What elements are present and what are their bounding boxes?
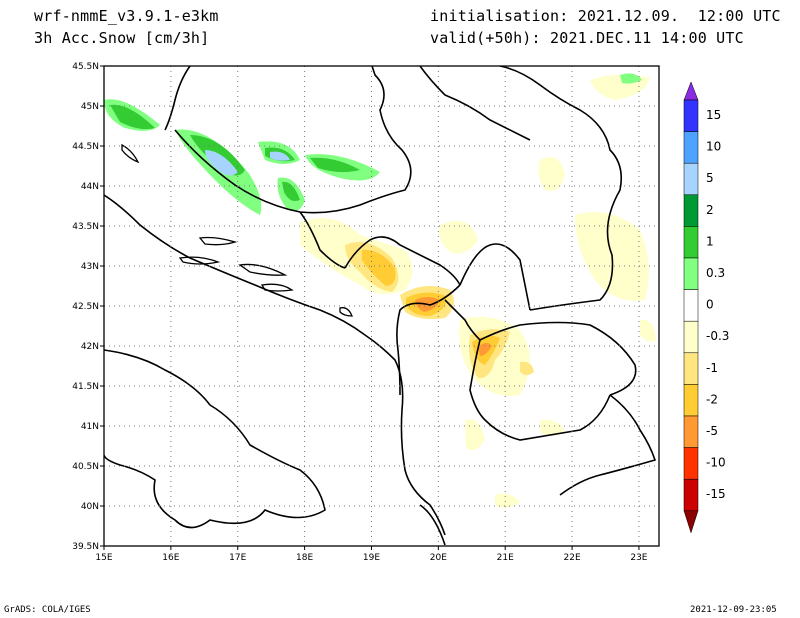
- lon-label: 21E: [497, 553, 514, 563]
- lat-label: 42N: [81, 342, 99, 352]
- coastlines-borders: [104, 66, 657, 546]
- colorbar: 15 10 5 2 1 0.3 0 -0.3 -1 -2 -5 -10 -15: [683, 81, 729, 534]
- lon-label: 19E: [363, 553, 380, 563]
- field-name: 3h Acc.Snow [cm/3h]: [34, 29, 210, 47]
- colorbar-swatch: [683, 352, 699, 385]
- colorbar-label: 5: [706, 171, 714, 185]
- islands: [121, 143, 353, 317]
- colorbar-bottom-arrow: [683, 510, 699, 534]
- footer-left: GrADS: COLA/IGES: [4, 605, 91, 615]
- lat-label: 40.5N: [72, 462, 99, 472]
- colorbar-swatch: [683, 99, 699, 132]
- lat-label: 43N: [81, 262, 99, 272]
- colorbar-label: 10: [706, 140, 721, 154]
- colorbar-label: -2: [706, 392, 718, 406]
- valid-time: valid(+50h): 2021.DEC.11 14:00 UTC: [430, 29, 744, 47]
- lon-label: 22E: [564, 553, 581, 563]
- colorbar-top-arrow: [683, 81, 699, 101]
- colorbar-swatch: [683, 320, 699, 354]
- lat-label: 42.5N: [72, 302, 99, 312]
- field-layer: [104, 66, 657, 546]
- colorbar-swatch: [683, 257, 699, 290]
- lat-label: 45N: [81, 102, 99, 112]
- colorbar-label: -10: [706, 456, 726, 470]
- lat-label: 45.5N: [72, 62, 99, 72]
- colorbar-label: 0: [706, 298, 714, 312]
- colorbar-swatch: [683, 194, 699, 227]
- lat-label: 39.5N: [72, 542, 99, 552]
- positive-high-areas: [205, 150, 290, 176]
- positive-light-areas: [104, 73, 642, 215]
- lon-label: 17E: [229, 553, 246, 563]
- colorbar-label: -0.3: [706, 329, 729, 343]
- grid-lines: [104, 66, 659, 546]
- snow-light-areas: [300, 74, 656, 508]
- colorbar-label: 2: [706, 203, 714, 217]
- lat-label: 41N: [81, 422, 99, 432]
- colorbar-label: -1: [706, 361, 718, 375]
- lat-label: 44.5N: [72, 142, 99, 152]
- lat-label: 43.5N: [72, 222, 99, 232]
- lat-label: 44N: [81, 182, 99, 192]
- colorbar-swatch: [683, 384, 699, 417]
- lon-label: 16E: [162, 553, 179, 563]
- colorbar-swatch: [683, 415, 699, 448]
- lon-label: 23E: [630, 553, 647, 563]
- colorbar-label: 1: [706, 234, 714, 248]
- model-name: wrf-nmmE_v3.9.1-e3km: [34, 7, 219, 25]
- lon-label: 20E: [430, 553, 447, 563]
- axis-ticks: 45.5N 45N 44.5N 44N 43.5N 43N 42.5N 42N 41.5N 41N…: [72, 62, 648, 563]
- colorbar-label: 0.3: [706, 266, 725, 280]
- colorbar-swatch: [683, 447, 699, 480]
- lon-label: 18E: [296, 553, 313, 563]
- colorbar-swatch: [683, 226, 699, 259]
- colorbar-swatch: [683, 289, 699, 322]
- colorbar-swatch: [683, 131, 699, 164]
- init-time: initialisation: 2021.12.09. 12:00 UTC: [430, 7, 781, 25]
- colorbar-label: -5: [706, 424, 718, 438]
- lat-label: 40N: [81, 502, 99, 512]
- lon-label: 15E: [95, 553, 112, 563]
- colorbar-swatch: [683, 162, 699, 196]
- colorbar-swatch: [683, 478, 699, 512]
- footer-right: 2021-12-09-23:05: [690, 605, 777, 615]
- lat-label: 41.5N: [72, 382, 99, 392]
- colorbar-label: 15: [706, 108, 721, 122]
- colorbar-label: -15: [706, 487, 726, 501]
